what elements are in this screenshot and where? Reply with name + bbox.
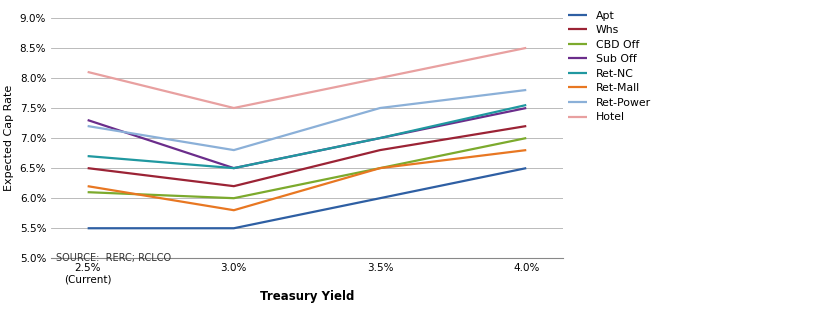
Line: Ret-Mall: Ret-Mall	[88, 150, 526, 210]
CBD Off	[83, 190, 93, 194]
Ret-Mall	[375, 166, 385, 170]
Ret-NC	[375, 136, 385, 140]
Ret-Mall	[229, 208, 239, 212]
Line: Ret-Power: Ret-Power	[88, 90, 526, 150]
Ret-NC	[83, 154, 93, 158]
Sub Off	[521, 106, 531, 110]
Ret-Power	[229, 148, 239, 152]
Ret-Power	[83, 124, 93, 128]
Hotel	[83, 70, 93, 74]
Line: Apt: Apt	[88, 168, 526, 228]
Sub Off	[83, 118, 93, 122]
Apt	[83, 226, 93, 230]
Line: Sub Off: Sub Off	[88, 108, 526, 168]
Whs	[521, 124, 531, 128]
Apt	[229, 226, 239, 230]
Y-axis label: Expected Cap Rate: Expected Cap Rate	[4, 85, 14, 191]
Whs	[229, 184, 239, 188]
Ret-Power	[521, 88, 531, 92]
Whs	[83, 166, 93, 170]
Sub Off	[229, 166, 239, 170]
Apt	[521, 166, 531, 170]
Text: SOURCE:  RERC; RCLCO: SOURCE: RERC; RCLCO	[56, 253, 171, 263]
X-axis label: Treasury Yield: Treasury Yield	[259, 290, 354, 303]
Whs	[375, 148, 385, 152]
Ret-NC	[229, 166, 239, 170]
Ret-Mall	[521, 148, 531, 152]
Sub Off	[375, 136, 385, 140]
CBD Off	[229, 196, 239, 200]
Hotel	[229, 106, 239, 110]
Legend: Apt, Whs, CBD Off, Sub Off, Ret-NC, Ret-Mall, Ret-Power, Hotel: Apt, Whs, CBD Off, Sub Off, Ret-NC, Ret-…	[568, 10, 651, 122]
Ret-Mall	[83, 184, 93, 188]
Ret-Power	[375, 106, 385, 110]
Hotel	[375, 76, 385, 80]
CBD Off	[375, 166, 385, 170]
Line: Whs: Whs	[88, 126, 526, 186]
Hotel	[521, 46, 531, 50]
Apt	[375, 196, 385, 200]
Line: Ret-NC: Ret-NC	[88, 105, 526, 168]
Line: CBD Off: CBD Off	[88, 138, 526, 198]
CBD Off	[521, 136, 531, 140]
Line: Hotel: Hotel	[88, 48, 526, 108]
Ret-NC	[521, 103, 531, 107]
